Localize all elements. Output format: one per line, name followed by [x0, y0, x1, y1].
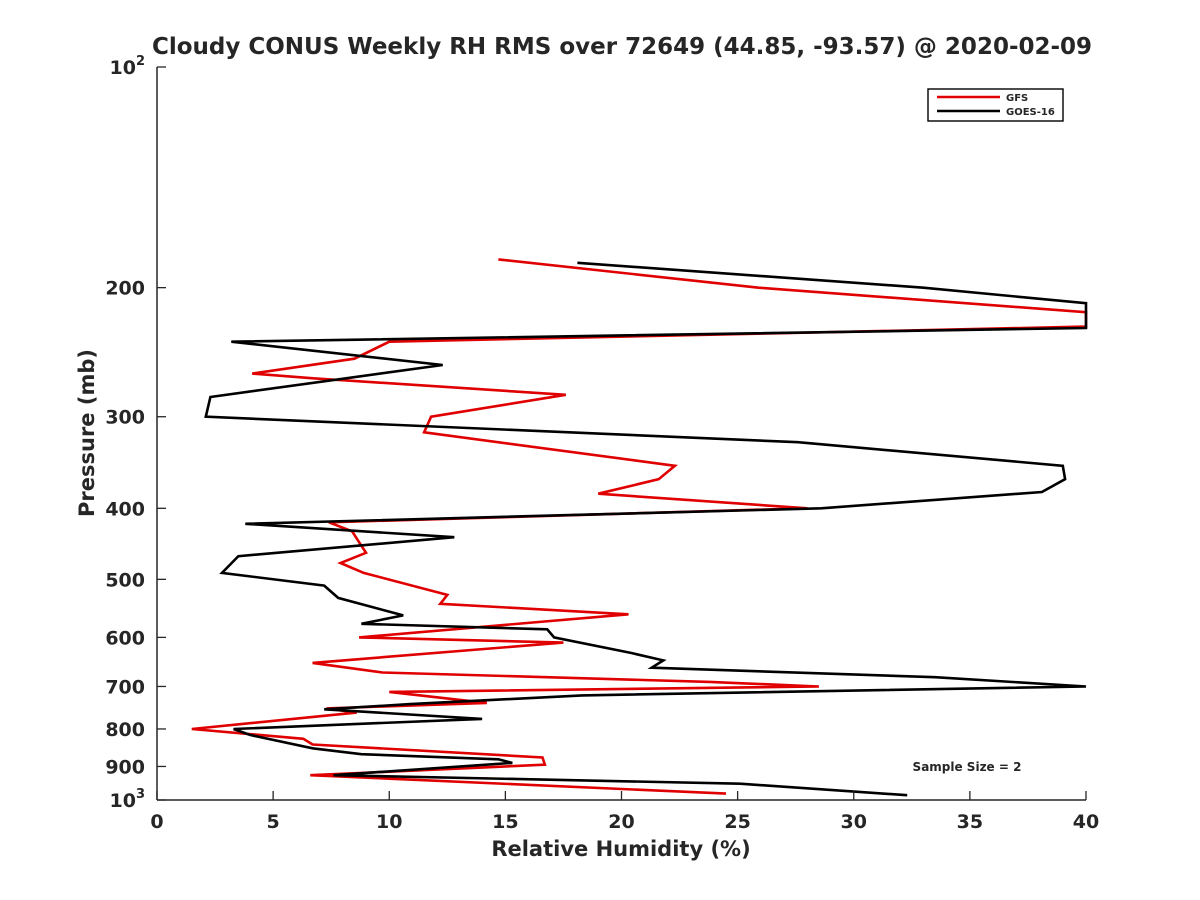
x-tick-label: 0 — [150, 811, 163, 833]
x-tick-label: 20 — [608, 811, 634, 833]
x-tick-label: 5 — [267, 811, 280, 833]
legend-box — [927, 88, 1064, 122]
legend-label-goes-16: GOES-16 — [1006, 107, 1055, 118]
y-tick-label: 700 — [105, 676, 145, 698]
x-tick-label: 15 — [492, 811, 518, 833]
x-tick-label: 35 — [957, 811, 983, 833]
x-axis-label: Relative Humidity (%) — [491, 837, 750, 861]
sample-size-annotation: Sample Size = 2 — [913, 760, 1022, 774]
x-tick-label: 10 — [376, 811, 402, 833]
y-tick-label: 102 — [110, 54, 146, 79]
y-tick-label: 103 — [110, 787, 146, 812]
y-tick-label: 800 — [105, 719, 145, 741]
legend-label-gfs: GFS — [1006, 93, 1028, 104]
y-axis-ticks: 102 200 300 400 500 600 700 800 900 103 — [105, 54, 166, 812]
legend: GFS GOES-16 — [927, 88, 1064, 122]
series-line-goes-16 — [204, 261, 1088, 797]
y-tick-label: 400 — [105, 498, 145, 520]
x-tick-label: 25 — [724, 811, 750, 833]
x-axis-ticks: 0 5 10 15 20 25 30 35 40 — [150, 791, 1099, 833]
y-tick-label: 600 — [105, 627, 145, 649]
y-axis-label: Pressure (mb) — [75, 349, 99, 517]
chart-title: Cloudy CONUS Weekly RH RMS over 72649 (4… — [152, 34, 1092, 60]
x-tick-label: 30 — [841, 811, 867, 833]
y-tick-label: 500 — [105, 569, 145, 591]
y-tick-label: 900 — [105, 756, 145, 778]
plot-lines — [191, 258, 1088, 797]
x-tick-label: 40 — [1073, 811, 1099, 833]
y-tick-label: 300 — [105, 407, 145, 429]
series-line-gfs — [191, 258, 1088, 795]
y-tick-label: 200 — [105, 278, 145, 300]
